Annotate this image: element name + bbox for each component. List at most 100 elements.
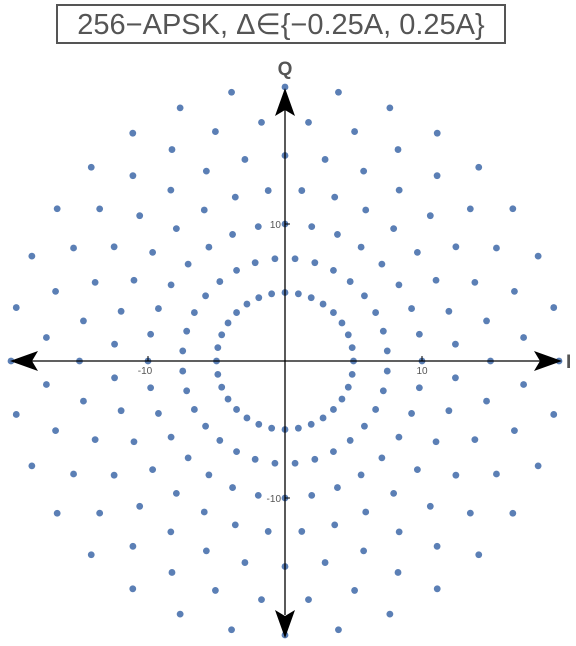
constellation-point-ring2-7 xyxy=(311,259,319,267)
constellation-point-ring3-27 xyxy=(334,484,341,491)
constellation-point-ring4-32 xyxy=(452,374,459,382)
constellation-point-ring5-13 xyxy=(136,212,144,220)
constellation-point-ring7-7 xyxy=(386,104,394,112)
constellation-point-ring3-19 xyxy=(155,410,162,417)
constellation-point-ring5-7 xyxy=(360,167,368,175)
constellation-point-ring2-29 xyxy=(361,422,368,430)
constellation-point-ring3-18 xyxy=(147,384,155,392)
constellation-point-ring5-2 xyxy=(483,317,490,325)
constellation-point-ring2-25 xyxy=(291,459,299,467)
constellation-point-ring4-1 xyxy=(452,340,459,348)
constellation-point-ring5-5 xyxy=(426,212,434,220)
constellation-point-ring6-30 xyxy=(493,470,500,478)
constellation-point-ring3-12 xyxy=(205,243,213,251)
constellation-point-ring4-26 xyxy=(331,521,339,529)
constellation-point-ring4-5 xyxy=(390,225,398,233)
constellation-point-ring3-29 xyxy=(378,454,386,462)
constellation-point-ring4-13 xyxy=(149,248,157,256)
constellation-point-ring2-18 xyxy=(183,387,191,395)
constellation-point-ring4-28 xyxy=(390,489,398,497)
constellation-point-ring2-1 xyxy=(383,347,391,355)
constellation-point-ring3-16 xyxy=(147,330,155,338)
constellation-point-ring3-32 xyxy=(415,384,423,392)
constellation-point-ring4-15 xyxy=(117,307,125,315)
constellation-point-ring6-27 xyxy=(394,569,402,576)
constellation-point-ring6-19 xyxy=(70,470,77,478)
constellation-point-ring1-31 xyxy=(344,383,352,391)
constellation-point-ring7-24 xyxy=(228,626,235,634)
constellation-point-ring7-20 xyxy=(53,509,61,517)
constellation-point-ring5-16 xyxy=(80,317,87,325)
constellation-point-ring2-4 xyxy=(361,292,368,300)
constellation-point-ring3-11 xyxy=(229,231,236,238)
constellation-point-ring6-23 xyxy=(212,587,219,594)
constellation-point-ring6-2 xyxy=(511,288,518,295)
constellation-point-ring2-24 xyxy=(271,459,279,467)
constellation-point-ring4-23 xyxy=(231,521,239,529)
constellation-point-ring5-29 xyxy=(426,502,434,510)
constellation-point-ring4-30 xyxy=(432,438,440,446)
constellation-point-ring3-7 xyxy=(334,231,341,238)
constellation-point-ring7-13 xyxy=(87,163,95,171)
i-axis-right-arrow xyxy=(534,351,562,371)
constellation-point-ring7-31 xyxy=(534,462,542,470)
constellation-point-ring6-21 xyxy=(129,542,137,550)
constellation-point-ring6-24 xyxy=(258,596,265,603)
constellation-point-ring3-15 xyxy=(155,305,162,312)
constellation-point-ring3-26 xyxy=(308,491,316,499)
constellation-point-ring6-12 xyxy=(129,172,137,180)
constellation-point-ring3-2 xyxy=(415,330,423,338)
constellation-point-ring4-18 xyxy=(117,407,125,415)
constellation-point-ring4-2 xyxy=(445,307,453,315)
i-axis-left-arrow xyxy=(10,351,38,371)
constellation-point-ring6-15 xyxy=(52,288,59,295)
constellation-point-ring5-31 xyxy=(471,436,479,444)
constellation-point-ring5-6 xyxy=(395,186,403,194)
constellation-point-ring4-20 xyxy=(149,466,157,474)
constellation-point-ring2-31 xyxy=(379,387,387,395)
constellation-point-ring3-3 xyxy=(408,305,415,312)
constellation-point-ring3-22 xyxy=(205,471,213,479)
constellation-point-ring7-26 xyxy=(335,626,342,634)
constellation-point-ring7-29 xyxy=(475,551,483,559)
constellation-point-ring3-13 xyxy=(184,260,192,268)
constellation-point-ring4-27 xyxy=(362,508,370,516)
constellation-point-ring4-7 xyxy=(331,193,339,201)
constellation-point-ring6-14 xyxy=(70,244,77,252)
constellation-point-ring4-4 xyxy=(413,248,421,256)
constellation-point-ring6-4 xyxy=(466,205,474,213)
constellation-point-ring5-15 xyxy=(91,278,99,286)
constellation-point-ring6-20 xyxy=(96,509,104,517)
constellation-point-ring1-27 xyxy=(307,420,315,428)
constellation-point-ring4-9 xyxy=(264,187,272,194)
constellation-point-ring4-12 xyxy=(172,225,180,233)
constellation-point-ring7-11 xyxy=(176,104,184,112)
constellation-point-ring5-10 xyxy=(241,156,249,163)
constellation-point-ring2-3 xyxy=(372,309,380,316)
constellation-point-ring5-26 xyxy=(321,559,329,566)
constellation-point-ring5-21 xyxy=(136,502,144,510)
constellation-point-ring1-26 xyxy=(294,424,302,432)
constellation-point-ring2-20 xyxy=(202,422,209,430)
constellation-point-ring5-22 xyxy=(167,528,175,536)
constellation-point-ring3-6 xyxy=(357,243,365,251)
constellation-point-ring2-26 xyxy=(311,455,319,463)
constellation-point-ring7-14 xyxy=(53,205,61,213)
y-axis-label: Q xyxy=(278,59,293,80)
constellation-point-ring5-3 xyxy=(471,278,479,286)
constellation-point-ring7-16 xyxy=(12,304,20,311)
constellation-point-ring7-22 xyxy=(129,585,137,593)
constellation-point-ring1-6 xyxy=(319,300,327,308)
chart-title: 256−APSK, Δ∈{−0.25A, 0.25A} xyxy=(56,4,506,44)
constellation-point-ring7-19 xyxy=(28,462,36,470)
constellation-point-ring2-22 xyxy=(233,448,240,456)
constellation-point-ring1-11 xyxy=(255,294,263,302)
constellation-point-ring1-14 xyxy=(224,319,232,327)
constellation-point-ring4-21 xyxy=(172,489,180,497)
constellation-point-ring7-12 xyxy=(129,129,137,137)
constellation-point-ring3-14 xyxy=(167,281,175,289)
constellation-point-ring3-21 xyxy=(184,454,192,462)
constellation-point-ring1-8 xyxy=(294,290,302,298)
x-axis-label: I xyxy=(566,352,571,373)
constellation-point-ring6-10 xyxy=(212,128,219,135)
